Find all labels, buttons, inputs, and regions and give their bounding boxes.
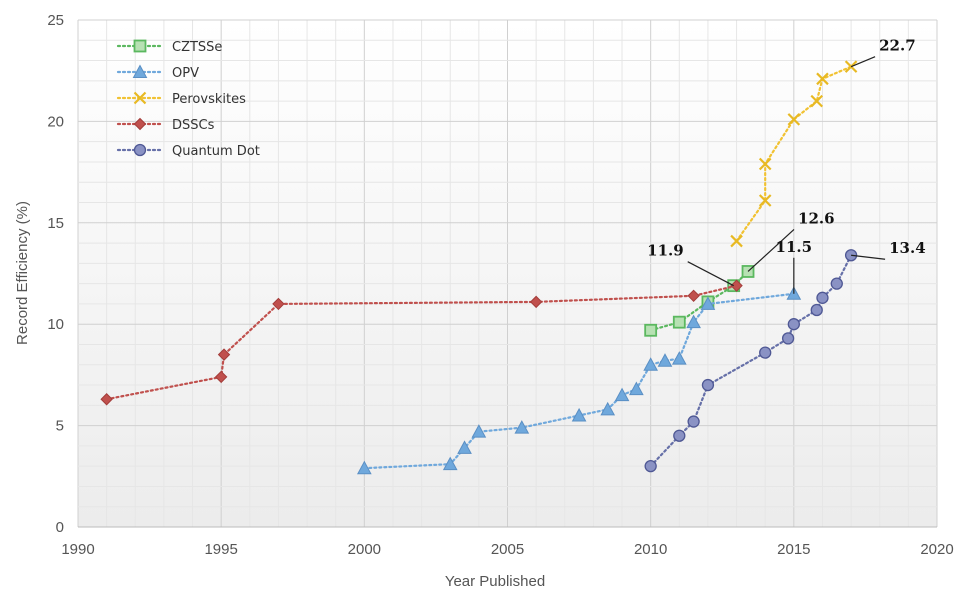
legend-marker [133,39,147,53]
quantum-dot-point [759,346,772,359]
y-tick-label: 5 [56,418,64,435]
legend-item-cztsse: CZTSSe [116,39,222,55]
opv-point [600,401,616,416]
y-tick-label: 25 [47,12,64,29]
quantum-dot-point [816,291,829,304]
x-tick-label: 2020 [920,541,953,558]
opv-point [657,353,673,367]
dsscs-point [272,297,285,311]
quantum-dot-point [644,460,657,473]
quantum-dot-point [687,415,700,428]
annotation-22-7: 22.7 [850,37,916,68]
annotation-leader [850,56,876,68]
annotation-11-9: 11.9 [647,242,734,287]
y-tick-label: 0 [56,519,64,536]
legend-label: DSSCs [172,118,215,133]
legend-item-dsscs: DSSCs [116,117,215,133]
x-tick-label: 2010 [634,541,667,558]
opv-point [629,381,644,396]
cztsse-point [644,323,658,337]
opv-point [671,351,687,365]
series-dsscs [100,279,743,406]
legend-marker [133,91,147,105]
dsscs-point [214,370,228,384]
dsscs-point [529,295,543,309]
x-axis-title: Year Published [445,573,545,590]
perovskites-point [787,113,801,126]
y-tick-label: 15 [47,215,64,232]
legend-label: CZTSSe [172,40,222,55]
annotation-label: 11.5 [776,238,813,256]
annotation-leader [747,229,795,272]
annotation-label: 11.9 [647,242,684,260]
series-opv [356,286,802,475]
cztsse-point [672,315,686,329]
y-tick-label: 10 [47,316,64,333]
legend-item-quantum-dot: Quantum Dot [116,143,260,159]
legend-label: OPV [172,66,199,81]
x-tick-label: 1990 [61,541,94,558]
legend: CZTSSe OPV Perovskites DSSCs Quantum Dot [116,39,260,159]
opv-point [471,424,487,438]
opv-point [643,357,659,371]
legend-label: Quantum Dot [172,144,260,159]
annotation-11-5: 11.5 [776,238,813,294]
opv-point [571,407,587,422]
series-layer [100,60,858,475]
annotations: 22.7 12.6 11.9 11.5 13.4 [647,37,926,294]
opv-point [514,420,530,434]
quantum-dot-point [701,378,715,392]
annotation-leader [687,261,734,287]
quantum-dot-point [830,277,843,290]
quantum-dot-point [810,303,823,317]
legend-marker [132,64,148,78]
axes: 1990 1995 2000 2005 2010 2015 2020 0 5 10 15 20 25 [47,12,953,558]
quantum-dot-point [673,429,686,442]
y-tick-label: 20 [47,113,64,130]
dsscs-point [217,348,231,361]
legend-marker [133,117,147,131]
series-quantum-dot [644,249,858,473]
perovskites-point [810,94,824,108]
perovskites-point [758,194,772,207]
legend-marker [133,143,147,157]
x-tick-label: 2015 [777,541,810,558]
annotation-12-6: 12.6 [747,209,835,272]
y-axis-title: Record Efficiency (%) [14,201,31,345]
dsscs-point [730,279,743,292]
annotation-label: 12.6 [798,209,835,227]
legend-item-perovskites: Perovskites [116,91,246,107]
quantum-dot-point [787,318,800,331]
opv-point [457,440,472,454]
annotation-label: 13.4 [889,239,926,257]
perovskites-point [816,72,829,86]
opv-point [700,296,716,310]
dsscs-point [687,289,700,303]
opv-point [614,387,630,402]
opv-point [356,460,372,475]
dsscs-point [100,393,113,406]
annotation-13-4: 13.4 [851,239,926,260]
opv-point [686,314,701,329]
legend-item-opv: OPV [116,64,199,81]
annotation-leader [851,254,886,260]
quantum-dot-point [781,332,795,345]
x-tick-label: 2000 [348,541,381,558]
legend-label: Perovskites [172,92,246,107]
perovskites-point [758,157,772,171]
opv-point [442,456,458,471]
x-tick-label: 1995 [204,541,237,558]
x-tick-label: 2005 [491,541,524,558]
perovskites-point [730,234,743,248]
annotation-label: 22.7 [879,37,916,55]
